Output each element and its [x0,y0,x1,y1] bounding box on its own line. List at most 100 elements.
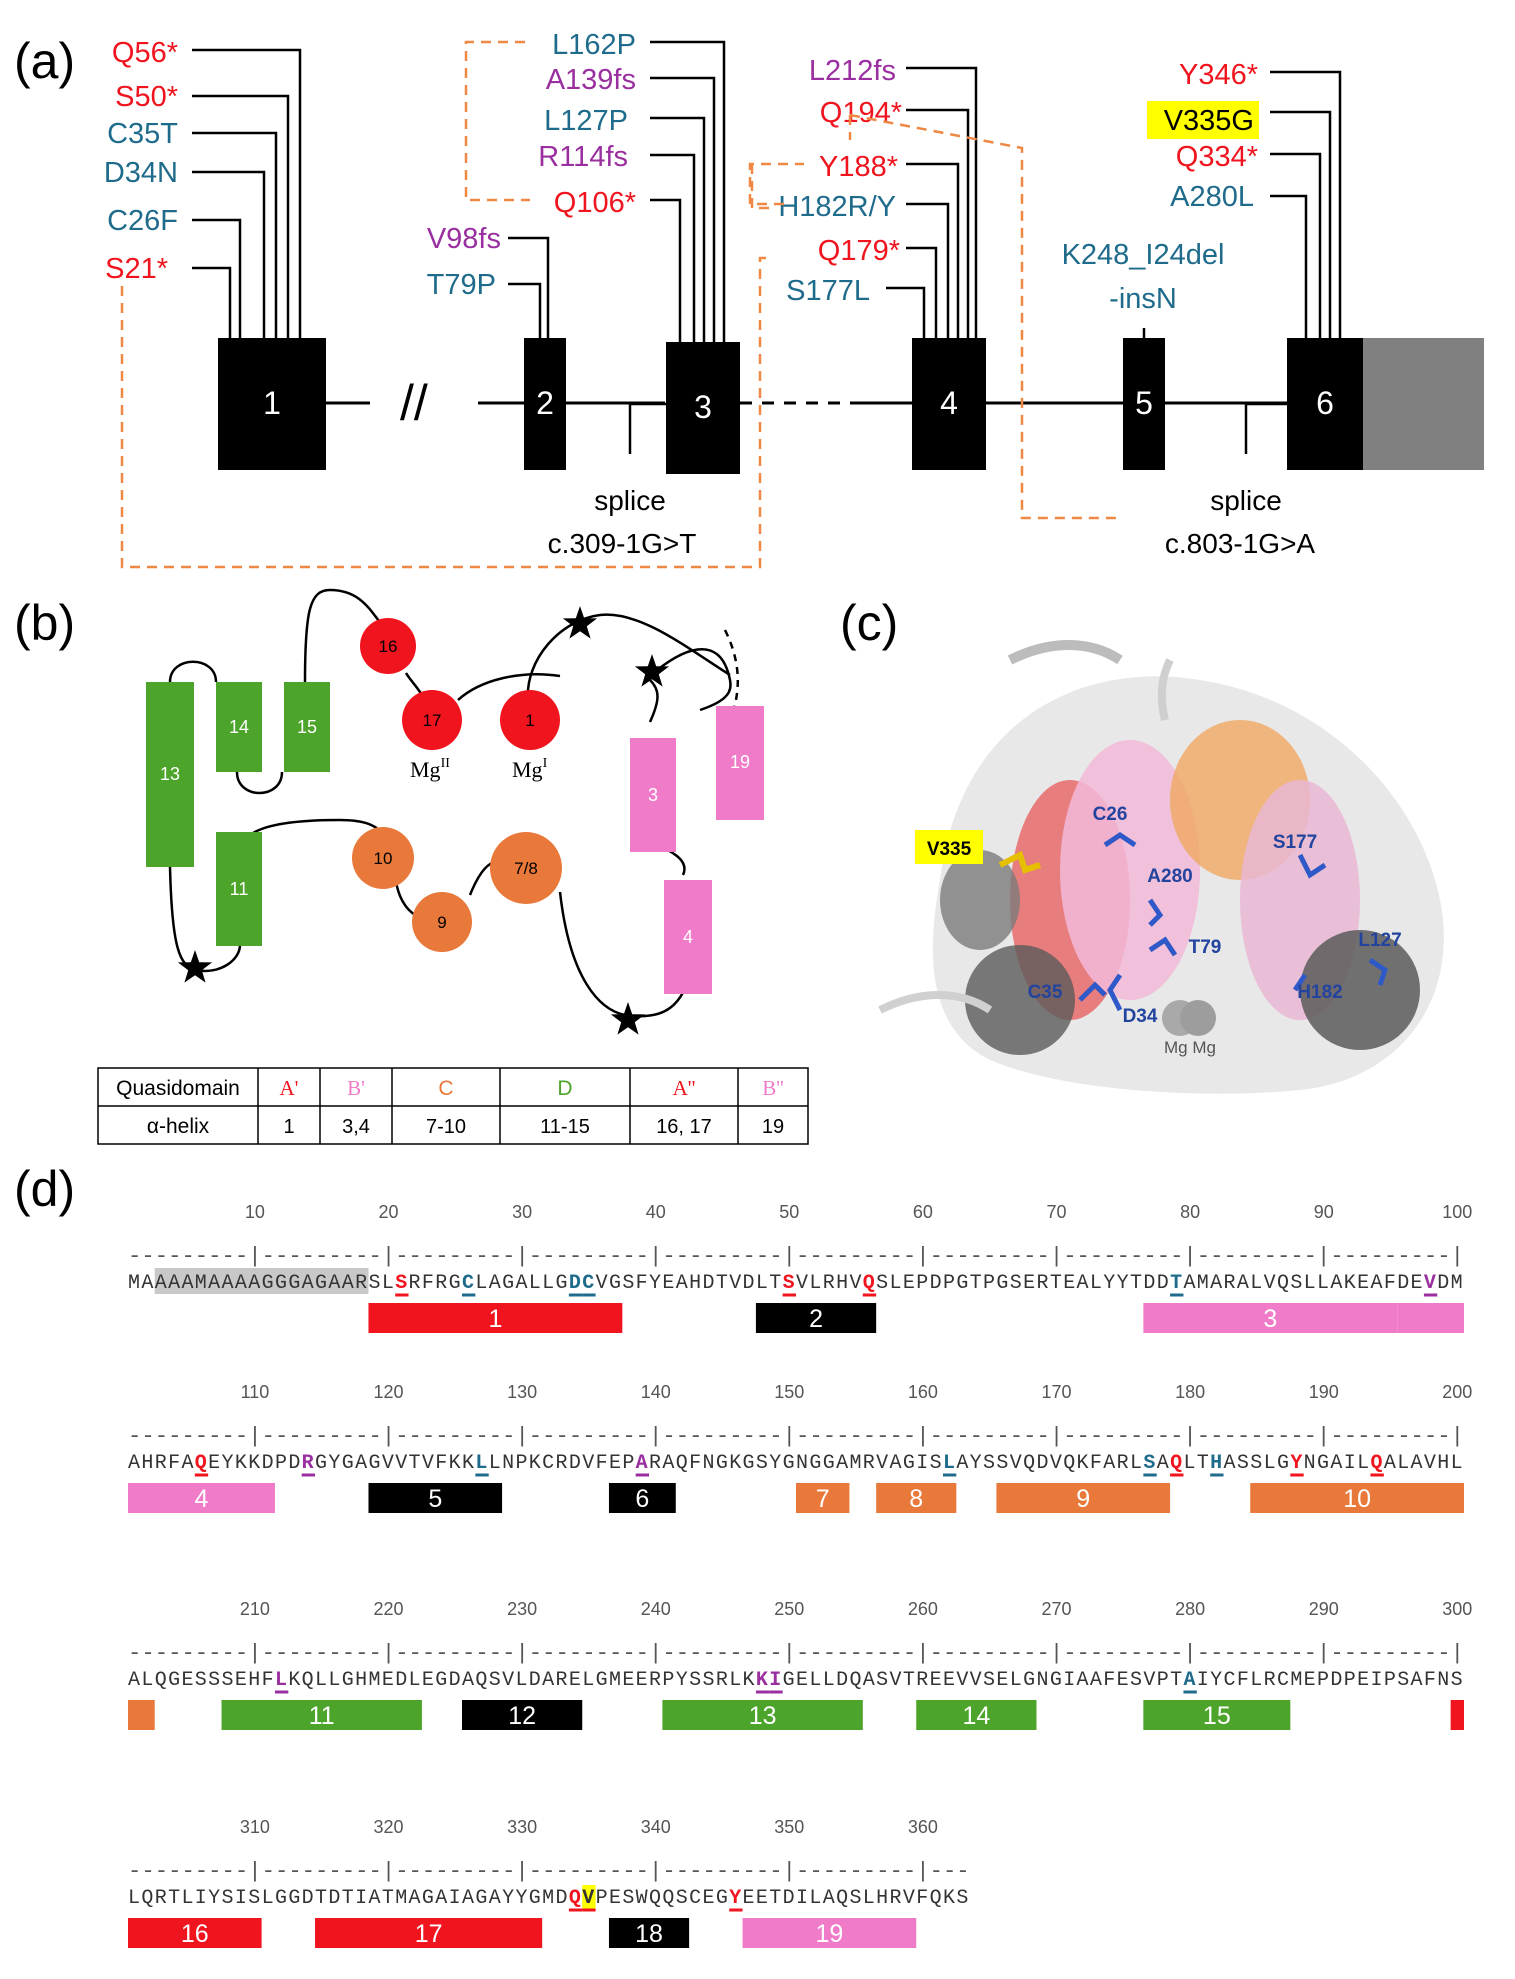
position-tick: 40 [646,1202,666,1222]
position-tick: 160 [908,1382,938,1402]
residue-label: T79 [1189,937,1222,958]
exon-3 [666,342,740,474]
exon-2 [524,338,566,470]
exon-1 [218,338,326,470]
exon-label: 4 [940,385,958,421]
position-tick: 280 [1175,1599,1205,1619]
helix-4 [664,880,712,994]
variant-k248-line2: -insN [1109,283,1177,315]
helix-bar [221,1700,422,1730]
helix-bar-label: 16 [181,1920,209,1948]
variant-r114fs: R114fs [538,141,628,173]
position-tick: 210 [240,1599,270,1619]
panel-b: (b) 13 14 15 11 3 [14,588,809,1145]
helix-bar [368,1303,623,1333]
signal-highlight [154,1268,369,1294]
position-tick: 190 [1309,1382,1339,1402]
helix-bar-label: 3 [1263,1305,1277,1333]
position-tick: 80 [1180,1202,1200,1222]
helix-label: 4 [683,927,693,947]
position-tick: 270 [1041,1599,1071,1619]
variant-h182ry: H182R/Y [778,191,896,223]
position-tick: 350 [774,1817,804,1837]
helix-bar-label: 4 [195,1485,209,1513]
variant-l127p: L127P [544,105,628,137]
helix-bar [916,1700,1037,1730]
helix-bar-label: 15 [1203,1702,1231,1730]
variant-s21: S21* [105,253,168,285]
variant-c26f: C26F [107,205,178,237]
helix-circle-1 [500,690,560,750]
domain-cell: B'' [762,1076,784,1100]
splice-left-variant: c.309-1G>T [548,528,697,559]
helix-circle-10 [352,827,414,889]
helix-bar-label: 18 [635,1920,663,1948]
variant-l212fs: L212fs [809,55,896,87]
residue-label: V335 [927,839,972,860]
ruler: ---------|---------|---------|---------|… [128,1859,970,1884]
helix-label: 19 [730,752,750,772]
ruler: ---------|---------|---------|---------|… [128,1244,1464,1269]
domain-cell: C [438,1077,453,1100]
helix-circle-9 [412,892,472,952]
helix-bar [742,1918,917,1948]
sequence-text: AHRFAQEYKKDPDRGYGAGVVTVFKKLLNPKCRDVFEPAR… [128,1452,1463,1475]
ruler: ---------|---------|---------|---------|… [128,1424,1464,1449]
helix-bar-label: 19 [815,1920,843,1948]
variant-y346: Y346* [1179,59,1258,91]
circle-label: 9 [437,913,446,932]
helix-bar [128,1483,275,1513]
domain-cell: D [557,1077,572,1100]
position-tick: 120 [373,1382,403,1402]
helix-circle-7-8 [490,832,562,904]
position-tick: 330 [507,1817,537,1837]
position-tick: 290 [1309,1599,1339,1619]
protein-structure [878,640,1444,1094]
helix-bar-label: 7 [816,1485,830,1513]
position-tick: 90 [1314,1202,1334,1222]
utr-3prime [1363,338,1484,470]
residue-label: S177 [1273,832,1317,853]
helix-bar [996,1483,1171,1513]
helix-bar-label: 9 [1076,1485,1090,1513]
splice-left-label: splice [594,485,666,516]
panel-c-label: (c) [840,595,898,651]
helix-bar-label: 6 [635,1485,649,1513]
position-tick: 70 [1047,1202,1067,1222]
mg1-label: MgI [512,756,548,782]
mg2-label: MgII [410,756,450,782]
circle-label: 1 [525,711,534,730]
variant-k248-line1: K248_I24del [1062,239,1225,271]
exon2-variant-lines [508,236,550,338]
helix-label: 14 [229,717,249,737]
helix-bar [1143,1700,1291,1730]
sequence-text: LQRTLIYSISLGGDTDTIATMAGAIAGAYYGMDQVPESWQ… [128,1887,968,1910]
position-tick: 310 [240,1817,270,1837]
helix-cell: 7-10 [426,1116,466,1138]
residue-sticks [1078,831,1388,1012]
panel-a-label: (a) [14,33,75,89]
sequence-rows: 10 20 30 40 50 60 70 80 90 100 ---------|---------… [128,1202,1472,1948]
helix-bar [1397,1303,1464,1333]
helix-label: 15 [297,717,317,737]
star-markers [177,606,670,1035]
panel-a: (a) // 1 2 3 4 5 6 Q56* S50* C35T [14,29,1484,569]
exon-label: 2 [536,385,554,421]
helix-bar-label: 1 [488,1305,502,1333]
position-tick: 110 [241,1382,270,1402]
helix-bar-label: 2 [809,1305,823,1333]
exon1-variant-lines [192,48,302,338]
panel-d-label: (d) [14,1161,75,1217]
helix-cell: 19 [762,1116,784,1138]
position-tick: 320 [373,1817,403,1837]
variant-q56: Q56* [112,37,178,69]
exon-5 [1123,338,1165,470]
helix-bar-label: 8 [909,1485,923,1513]
residue-highlight [582,1885,596,1909]
helix-bar-label: 11 [309,1702,335,1730]
helix-bar [462,1700,583,1730]
helix-bar [608,1918,690,1948]
position-tick: 30 [512,1202,532,1222]
helix-bar [128,1918,262,1948]
